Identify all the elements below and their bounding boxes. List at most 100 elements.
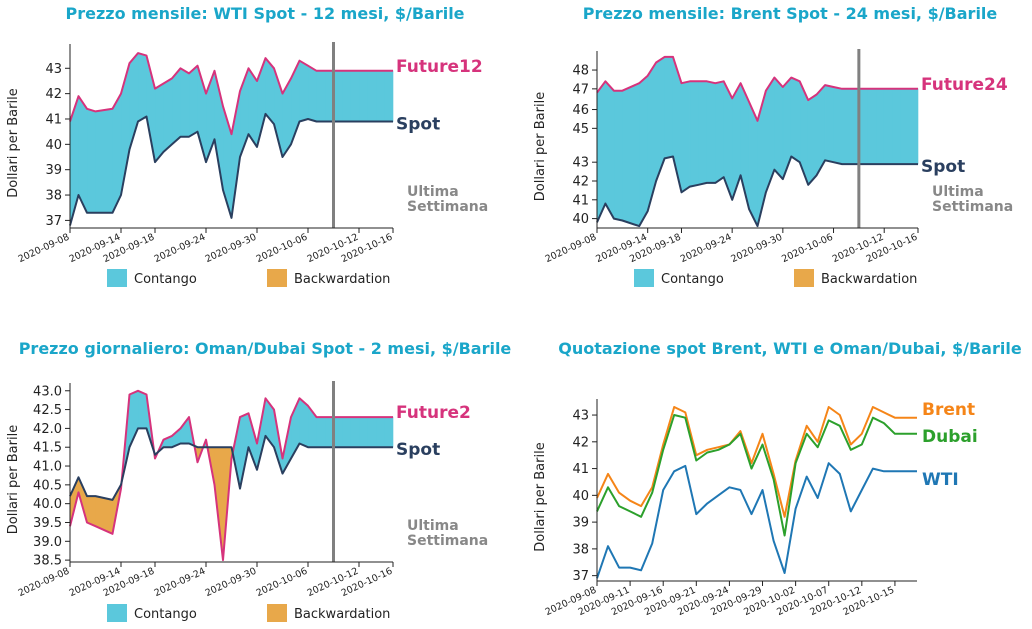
contango-area — [316, 70, 326, 122]
x-tick-label: 2020-10-06 — [780, 232, 835, 265]
contango-area — [689, 81, 699, 188]
legend-contango-label: Contango — [134, 272, 197, 287]
contango-area — [154, 82, 164, 163]
y-tick-label: 46 — [572, 103, 589, 118]
contango-area — [807, 93, 817, 186]
contango-area — [358, 416, 368, 448]
contango-area — [171, 67, 181, 146]
series-brent-line — [596, 406, 917, 518]
y-tick-label: 38.5 — [33, 554, 62, 569]
contango-area — [824, 84, 834, 163]
legend-backwardation-swatch — [267, 269, 287, 287]
contango-area — [367, 70, 377, 122]
future-end-label: Future12 — [396, 57, 483, 77]
contango-area — [714, 80, 725, 184]
backwardation-area — [86, 495, 96, 527]
y-tick-label: 41.0 — [33, 460, 62, 475]
contango-area — [341, 70, 351, 122]
y-tick-label: 43.0 — [33, 384, 62, 399]
y-tick-label: 39 — [45, 163, 62, 178]
y-tick-label: 48 — [572, 64, 589, 79]
legend-contango-swatch — [107, 604, 127, 622]
contango-area — [748, 101, 758, 227]
series-wti-line — [596, 462, 917, 579]
contango-area — [180, 67, 190, 138]
contango-area — [875, 88, 885, 165]
chart-1: Prezzo mensile: WTI Spot - 12 mesi, $/Ba… — [6, 4, 488, 287]
legend-backwardation-label: Backwardation — [821, 272, 917, 287]
future-end-label: Future2 — [396, 403, 471, 423]
y-tick-label: 39.0 — [33, 535, 62, 550]
last-week-label-2: Settimana — [407, 199, 488, 215]
future-line — [596, 55, 918, 122]
x-tick-label: 2020-09-30 — [204, 566, 259, 599]
y-tick-label: 41.5 — [33, 441, 62, 456]
spot-end-label: Spot — [396, 115, 440, 135]
y-tick-label: 38 — [45, 189, 62, 204]
series-wti-label: WTI — [922, 470, 959, 490]
legend-contango-swatch — [107, 269, 127, 287]
x-tick-label: 2020-09-24 — [153, 232, 208, 265]
x-tick-label: 2020-09-24 — [153, 566, 208, 599]
last-week-label-1: Ultima — [932, 184, 984, 200]
series-brent-label: Brent — [922, 400, 975, 420]
contango-area — [867, 88, 877, 165]
contango-area — [78, 95, 88, 213]
contango-area — [613, 90, 623, 221]
x-tick-label: 2020-09-08 — [17, 566, 72, 599]
contango-area — [596, 80, 606, 223]
y-axis-title: Dollari per Barile — [6, 425, 21, 534]
chart-3: Prezzo giornaliero: Oman/Dubai Spot - 2 … — [6, 339, 511, 622]
x-tick-label: 2020-09-30 — [204, 232, 259, 265]
contango-area — [112, 92, 122, 213]
contango-area — [86, 108, 96, 214]
contango-area — [605, 80, 615, 220]
contango-area — [892, 88, 902, 165]
y-tick-label: 42.5 — [33, 403, 62, 418]
x-tick-label: 2020-09-08 — [544, 232, 599, 265]
contango-area — [833, 86, 843, 165]
y-tick-label: 43 — [572, 409, 589, 424]
y-tick-label: 41 — [45, 112, 62, 127]
y-tick-label: 37 — [572, 569, 589, 584]
x-tick-label: 2020-09-30 — [729, 232, 784, 265]
y-tick-label: 39.5 — [33, 516, 62, 531]
contango-area — [358, 70, 368, 122]
contango-area — [883, 88, 893, 165]
contango-area — [782, 76, 792, 180]
contango-area — [681, 80, 691, 193]
contango-area — [384, 416, 394, 448]
contango-area — [232, 417, 241, 489]
legend-contango-label: Contango — [134, 607, 197, 622]
y-tick-label: 42 — [45, 87, 62, 102]
contango-area — [375, 416, 385, 448]
contango-area — [731, 82, 741, 200]
y-tick-label: 42 — [572, 174, 589, 189]
series-dubai-label: Dubai — [922, 427, 978, 447]
contango-area — [909, 88, 919, 165]
contango-area — [163, 77, 173, 153]
y-tick-label: 45 — [572, 122, 589, 137]
contango-area — [638, 75, 648, 228]
chart-title: Quotazione spot Brent, WTI e Oman/Dubai,… — [558, 339, 1022, 358]
legend-backwardation-swatch — [794, 269, 814, 287]
contango-area — [698, 81, 708, 186]
contango-area — [307, 65, 317, 122]
contango-area — [367, 416, 377, 448]
chart-title: Prezzo giornaliero: Oman/Dubai Spot - 2 … — [19, 339, 512, 358]
legend-contango-swatch — [634, 269, 654, 287]
chart-title: Prezzo mensile: WTI Spot - 12 mesi, $/Ba… — [65, 4, 464, 23]
spot-end-label: Spot — [396, 440, 440, 460]
contango-area — [664, 56, 674, 159]
y-tick-label: 38 — [572, 542, 589, 557]
contango-area — [316, 416, 326, 448]
legend-contango-label: Contango — [661, 272, 724, 287]
contango-area — [137, 390, 147, 429]
x-tick-label: 2020-09-24 — [679, 232, 734, 265]
y-tick-label: 37 — [45, 214, 62, 229]
y-axis-title: Dollari per Barile — [533, 92, 548, 201]
y-tick-label: 42.0 — [33, 422, 62, 437]
y-tick-label: 41 — [572, 193, 589, 208]
